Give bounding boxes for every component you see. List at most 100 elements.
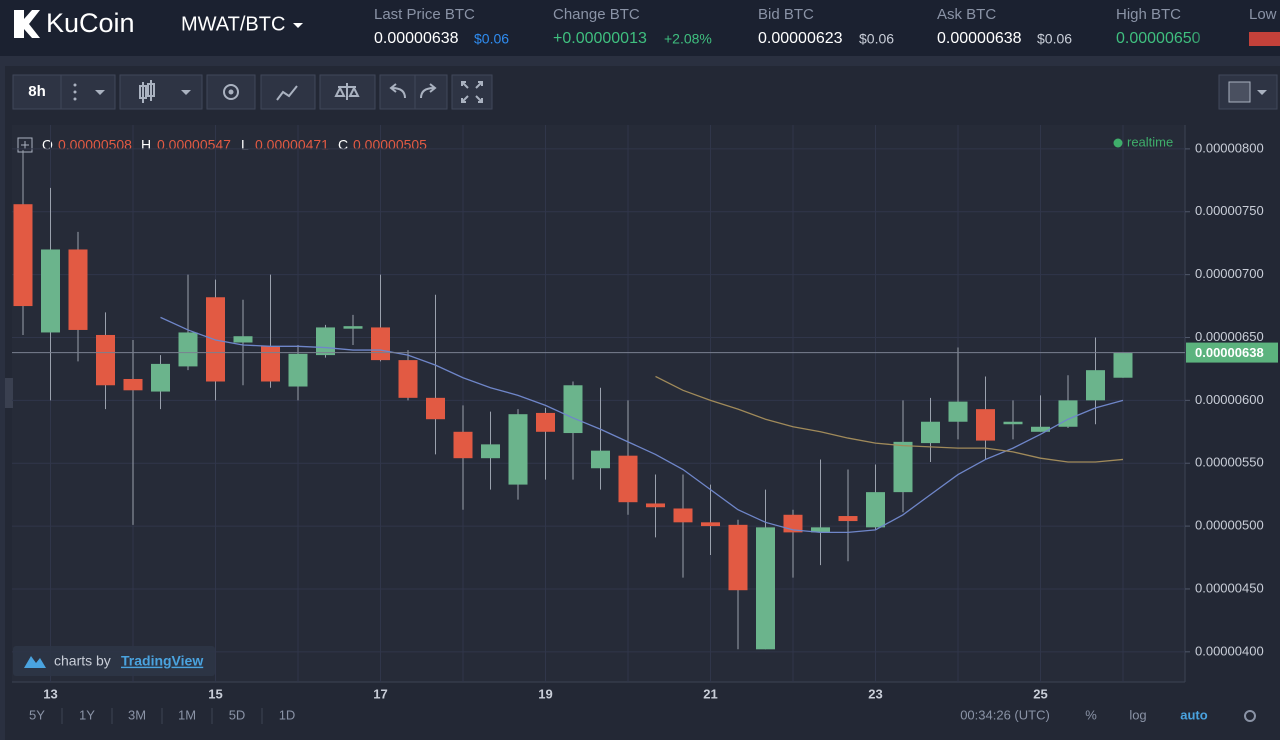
candle-body <box>976 409 995 441</box>
last-price-box <box>1186 342 1278 363</box>
stat-value: 0.00000650 <box>1116 30 1201 47</box>
indicators-button[interactable] <box>260 74 316 110</box>
candle-body <box>591 450 610 469</box>
candle-body <box>728 524 748 591</box>
range-button[interactable]: 1M <box>178 707 196 722</box>
y-tick-label: 0.00000650 <box>1195 329 1264 344</box>
logo-text[interactable]: KuCoin <box>46 8 135 38</box>
range-button[interactable]: 3M <box>128 707 146 722</box>
legend-key: O <box>42 137 53 153</box>
candle-body <box>701 522 720 527</box>
auto-toggle[interactable]: auto <box>1180 707 1208 722</box>
bottom-bar: 00:34:26 (UTC) % log auto 5Y 1Y 3M 1M 5D 1D <box>29 707 1256 724</box>
candle-body <box>1086 370 1105 401</box>
stat-sub: +2.08% <box>664 31 712 47</box>
stat-label: Bid BTC <box>758 6 814 23</box>
range-button[interactable]: 1Y <box>79 707 95 722</box>
stat-value-clipped <box>1249 32 1280 46</box>
legend-toggle[interactable] <box>17 137 33 153</box>
candle-body <box>343 326 363 329</box>
stat-sub: $0.06 <box>1037 31 1072 47</box>
candle-body <box>1058 400 1078 427</box>
pair-selector[interactable]: MWAT/BTC <box>181 13 285 35</box>
candle-body <box>453 431 473 459</box>
range-button[interactable]: 5D <box>229 707 246 722</box>
header-bar <box>0 0 1280 56</box>
stat-label: High BTC <box>1116 6 1181 23</box>
x-tick-label: 21 <box>703 686 717 701</box>
ma-line <box>655 375 1124 463</box>
candle-body <box>41 249 60 333</box>
candle-body <box>481 444 500 459</box>
legend-value: 0.00000505 <box>353 137 427 153</box>
x-tick-label: 23 <box>868 686 882 701</box>
fullscreen-button[interactable] <box>451 74 493 110</box>
y-tick-label: 0.00000800 <box>1195 140 1264 155</box>
y-tick-label: 0.00000500 <box>1195 518 1264 533</box>
logo-icon <box>14 10 40 38</box>
x-tick-label: 25 <box>1033 686 1047 701</box>
candle-body <box>178 332 198 367</box>
stat-label: Change BTC <box>553 6 640 23</box>
y-tick-label: 0.00000450 <box>1195 580 1264 595</box>
stat-value: 0.00000623 <box>758 30 843 47</box>
legend-value: 0.00000471 <box>255 137 329 153</box>
stat-label: Last Price BTC <box>374 6 475 23</box>
interval-button[interactable] <box>12 74 62 110</box>
range-button[interactable]: 1D <box>279 707 296 722</box>
stat-label: Ask BTC <box>937 6 996 23</box>
clock: 00:34:26 (UTC) <box>960 707 1050 722</box>
legend-value: 0.00000547 <box>157 137 231 153</box>
y-tick-label: 0.00000400 <box>1195 643 1264 658</box>
realtime-status: realtime <box>1127 134 1173 149</box>
candle-body <box>261 346 280 382</box>
side-handle[interactable] <box>5 378 13 408</box>
stat-label: Low <box>1249 6 1277 23</box>
x-tick-label: 17 <box>373 686 387 701</box>
candle-body <box>96 334 115 386</box>
interval-text[interactable]: 8h <box>28 83 46 100</box>
candle-body <box>371 327 390 361</box>
candle-body <box>13 204 33 307</box>
range-button[interactable]: 5Y <box>29 707 45 722</box>
ma-line <box>160 316 1124 534</box>
plot: 13 15 17 19 21 23 25 0.00000800 0.00000750 0.0000… <box>12 125 1278 701</box>
candle-body <box>563 385 583 434</box>
percent-toggle[interactable]: % <box>1085 707 1097 722</box>
legend-key: C <box>338 137 348 153</box>
undo-button[interactable] <box>379 74 416 110</box>
pair-caret[interactable] <box>293 23 303 28</box>
candle-body <box>426 397 445 420</box>
settings-icon[interactable] <box>1244 710 1256 722</box>
candle-body <box>536 412 555 432</box>
candle-body <box>921 421 940 444</box>
candle-body <box>811 527 830 533</box>
stat-sub: $0.06 <box>859 31 894 47</box>
fade <box>1190 28 1220 50</box>
branding-link[interactable]: TradingView <box>121 653 203 669</box>
plot-area <box>12 125 1185 682</box>
candle-body <box>151 363 170 392</box>
legend-key: H <box>141 137 151 153</box>
y-tick-label: 0.00000550 <box>1195 455 1264 470</box>
legend-key: L <box>241 137 249 153</box>
candle-body <box>948 401 968 422</box>
candle-body <box>68 249 88 330</box>
candle-body <box>1113 352 1133 378</box>
candle-body <box>618 455 638 503</box>
candle-body <box>398 360 418 398</box>
candle-body <box>673 508 693 523</box>
x-tick-label: 13 <box>43 686 57 701</box>
candle-body <box>316 327 335 356</box>
chart-type-button[interactable] <box>119 74 203 110</box>
candle-body <box>1031 426 1050 432</box>
candle-body <box>288 353 308 387</box>
log-toggle[interactable]: log <box>1129 707 1146 722</box>
candle-body <box>838 516 858 522</box>
branding[interactable]: charts by TradingView <box>13 646 215 676</box>
toolbar: 8h <box>12 74 1278 110</box>
candle-body <box>123 378 143 391</box>
interval-menu[interactable] <box>60 74 116 110</box>
